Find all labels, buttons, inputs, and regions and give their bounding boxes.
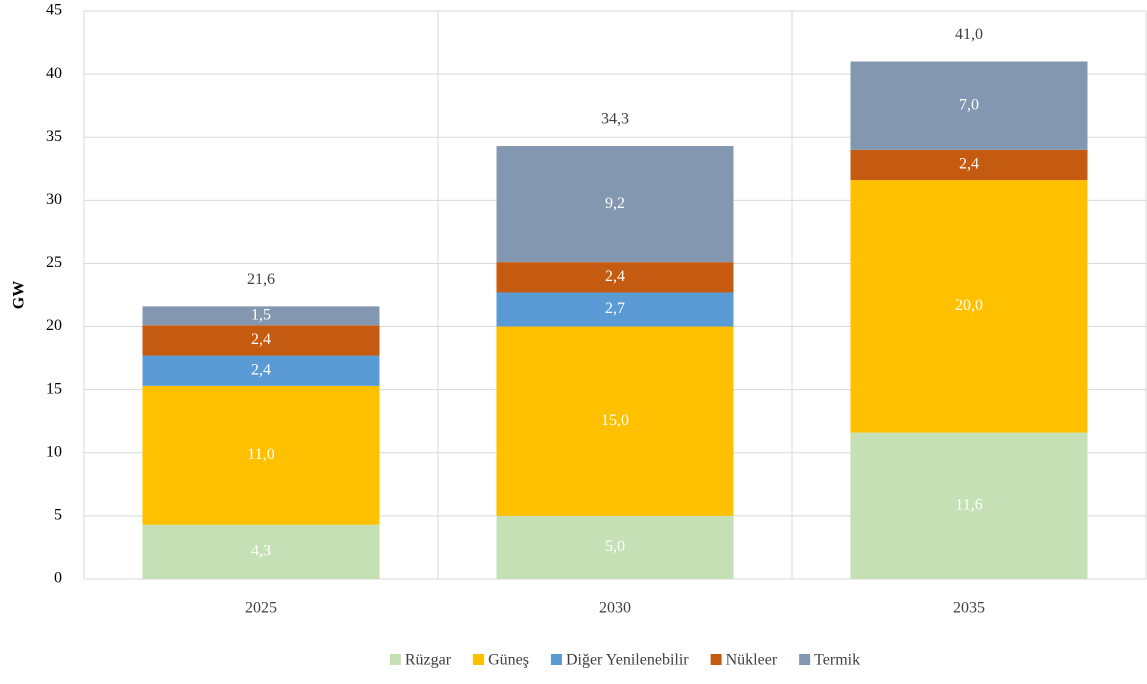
total-label: 34,3 — [601, 111, 629, 128]
bar-segment — [850, 180, 1088, 433]
value-label: 2,4 — [251, 331, 271, 348]
bar-segment — [496, 262, 734, 293]
value-label: 15,0 — [601, 412, 629, 429]
x-tick-label: 2025 — [245, 600, 277, 617]
value-label: 1,5 — [251, 306, 271, 323]
legend-label: Güneş — [488, 652, 529, 669]
bar-segment — [496, 292, 734, 327]
bar-segment — [496, 326, 734, 516]
value-label: 11,6 — [955, 496, 982, 513]
bar-segment — [142, 355, 380, 386]
x-tick-label: 2030 — [599, 600, 631, 617]
bar-segment — [142, 524, 380, 579]
total-label: 41,0 — [955, 26, 983, 43]
legend-swatch — [389, 654, 401, 665]
legend-label: Rüzgar — [405, 652, 452, 669]
bar-segment — [850, 432, 1088, 579]
bar-segment — [850, 61, 1088, 150]
bar-segment — [142, 325, 380, 356]
value-label: 2,4 — [605, 268, 625, 285]
bar-segment — [496, 515, 734, 579]
y-tick-label: 30 — [46, 191, 62, 208]
y-tick-label: 5 — [54, 507, 62, 524]
value-label: 4,3 — [251, 543, 271, 560]
legend-label: Nükleer — [726, 652, 778, 669]
value-label: 5,0 — [605, 538, 625, 555]
legend-swatch — [799, 654, 811, 665]
y-tick-label: 45 — [46, 2, 62, 19]
y-tick-label: 40 — [46, 65, 62, 82]
total-label: 21,6 — [247, 271, 275, 288]
value-label: 20,0 — [955, 297, 983, 314]
x-tick-label: 2035 — [953, 600, 985, 617]
value-label: 2,7 — [605, 300, 625, 317]
value-label: 2,4 — [251, 361, 271, 378]
y-tick-label: 0 — [54, 570, 62, 587]
bar-segment — [850, 149, 1088, 181]
bar-segment — [142, 306, 380, 326]
value-label: 9,2 — [605, 195, 625, 212]
legend-swatch — [473, 654, 485, 665]
bar-segment — [496, 146, 734, 263]
value-label: 11,0 — [247, 446, 274, 463]
value-label: 7,0 — [959, 96, 979, 113]
legend-label: Termik — [814, 652, 860, 669]
y-axis-label: GW — [11, 281, 28, 309]
y-tick-label: 35 — [46, 128, 62, 145]
bar-segment — [142, 385, 380, 525]
y-tick-label: 10 — [46, 443, 62, 460]
y-tick-label: 20 — [46, 317, 62, 334]
legend-swatch — [550, 654, 562, 665]
y-tick-label: 15 — [46, 380, 62, 397]
legend-swatch — [710, 654, 722, 665]
y-tick-label: 25 — [46, 254, 62, 271]
value-label: 2,4 — [959, 156, 979, 173]
legend-label: Diğer Yenilenebilir — [566, 652, 689, 669]
